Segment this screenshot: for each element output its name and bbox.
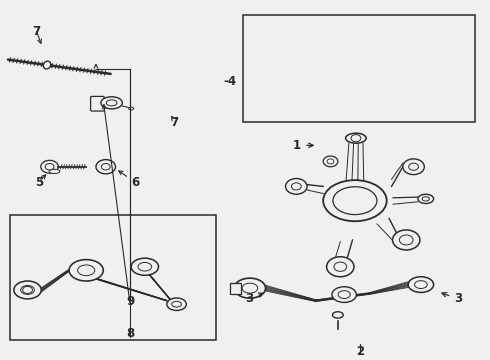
Circle shape <box>399 235 413 245</box>
Circle shape <box>334 262 346 271</box>
Ellipse shape <box>106 100 117 106</box>
Text: 6: 6 <box>119 171 140 189</box>
FancyBboxPatch shape <box>230 283 241 293</box>
Ellipse shape <box>418 194 434 203</box>
Text: 3: 3 <box>245 292 263 305</box>
Ellipse shape <box>167 298 186 310</box>
Text: 3: 3 <box>442 292 462 305</box>
Circle shape <box>323 156 338 167</box>
Circle shape <box>327 159 334 164</box>
Circle shape <box>409 163 418 170</box>
Ellipse shape <box>43 61 51 69</box>
Text: 1: 1 <box>293 139 313 152</box>
Ellipse shape <box>172 301 181 307</box>
Circle shape <box>45 163 54 170</box>
Ellipse shape <box>332 287 356 302</box>
Circle shape <box>392 230 420 250</box>
Text: 9: 9 <box>126 295 134 308</box>
Text: -4: -4 <box>223 75 236 87</box>
Bar <box>243 15 475 122</box>
Text: 2: 2 <box>356 345 364 358</box>
Circle shape <box>286 179 307 194</box>
Circle shape <box>96 159 116 174</box>
FancyBboxPatch shape <box>91 96 104 111</box>
Circle shape <box>327 257 354 277</box>
Circle shape <box>403 159 424 175</box>
Ellipse shape <box>332 312 343 318</box>
Ellipse shape <box>14 281 41 299</box>
Ellipse shape <box>333 187 377 215</box>
Text: 8: 8 <box>126 327 134 340</box>
Ellipse shape <box>49 169 60 174</box>
Ellipse shape <box>415 281 427 288</box>
Ellipse shape <box>323 180 387 221</box>
Ellipse shape <box>69 260 103 281</box>
Ellipse shape <box>242 283 258 293</box>
Ellipse shape <box>338 291 350 298</box>
Ellipse shape <box>21 285 34 294</box>
Circle shape <box>292 183 301 190</box>
Text: 7: 7 <box>32 24 40 37</box>
Ellipse shape <box>345 133 366 143</box>
Ellipse shape <box>138 262 152 271</box>
Text: 5: 5 <box>35 176 43 189</box>
Ellipse shape <box>131 258 159 275</box>
Circle shape <box>23 286 32 293</box>
Circle shape <box>41 160 58 173</box>
Bar <box>10 215 216 340</box>
Ellipse shape <box>408 277 434 292</box>
Text: 7: 7 <box>170 116 178 129</box>
Ellipse shape <box>234 278 266 298</box>
Ellipse shape <box>422 197 429 201</box>
Ellipse shape <box>129 107 134 110</box>
Circle shape <box>351 135 361 142</box>
Ellipse shape <box>77 265 95 276</box>
Ellipse shape <box>101 97 122 109</box>
Circle shape <box>101 163 110 170</box>
